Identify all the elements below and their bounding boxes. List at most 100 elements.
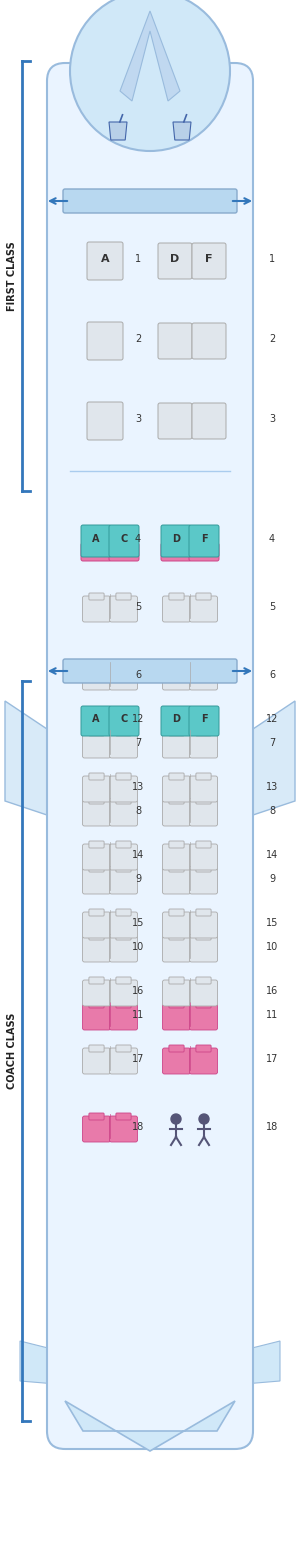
Text: 15: 15	[266, 918, 278, 928]
Text: C: C	[120, 535, 128, 544]
FancyBboxPatch shape	[81, 525, 111, 556]
Text: A: A	[101, 254, 109, 264]
FancyBboxPatch shape	[82, 1116, 110, 1142]
FancyBboxPatch shape	[190, 800, 218, 826]
FancyBboxPatch shape	[190, 868, 218, 894]
Ellipse shape	[70, 0, 230, 151]
FancyBboxPatch shape	[89, 593, 104, 599]
FancyBboxPatch shape	[158, 324, 192, 359]
FancyBboxPatch shape	[169, 932, 184, 940]
FancyBboxPatch shape	[169, 797, 184, 804]
Text: D: D	[170, 254, 180, 264]
Text: 4: 4	[135, 535, 141, 544]
FancyBboxPatch shape	[110, 1005, 137, 1029]
FancyBboxPatch shape	[163, 935, 190, 962]
FancyBboxPatch shape	[110, 844, 137, 871]
FancyBboxPatch shape	[110, 732, 137, 758]
FancyBboxPatch shape	[161, 706, 191, 737]
FancyBboxPatch shape	[196, 797, 211, 804]
FancyBboxPatch shape	[89, 1045, 104, 1053]
FancyBboxPatch shape	[116, 661, 131, 667]
FancyBboxPatch shape	[110, 912, 137, 938]
Text: 12: 12	[266, 713, 278, 724]
FancyBboxPatch shape	[116, 932, 131, 940]
Text: D: D	[172, 535, 180, 544]
FancyBboxPatch shape	[196, 909, 211, 915]
FancyBboxPatch shape	[110, 596, 137, 623]
FancyBboxPatch shape	[190, 935, 218, 962]
FancyBboxPatch shape	[192, 324, 226, 359]
Text: 10: 10	[266, 942, 278, 952]
FancyBboxPatch shape	[82, 664, 110, 690]
Text: F: F	[201, 713, 207, 724]
Text: 17: 17	[132, 1054, 144, 1063]
FancyBboxPatch shape	[116, 977, 131, 985]
Text: 11: 11	[266, 1009, 278, 1020]
FancyBboxPatch shape	[89, 797, 104, 804]
FancyBboxPatch shape	[110, 800, 137, 826]
FancyBboxPatch shape	[82, 732, 110, 758]
Text: 13: 13	[266, 781, 278, 792]
Text: 1: 1	[135, 254, 141, 264]
Text: A: A	[92, 535, 100, 544]
Text: 8: 8	[269, 806, 275, 817]
FancyBboxPatch shape	[110, 1116, 137, 1142]
FancyBboxPatch shape	[163, 1048, 190, 1074]
Text: 14: 14	[132, 851, 144, 860]
FancyBboxPatch shape	[82, 868, 110, 894]
FancyBboxPatch shape	[190, 980, 218, 1006]
Text: D: D	[172, 713, 180, 724]
Text: 7: 7	[269, 738, 275, 747]
FancyBboxPatch shape	[163, 844, 190, 871]
FancyBboxPatch shape	[89, 661, 104, 667]
FancyBboxPatch shape	[89, 1002, 104, 1008]
Text: 6: 6	[269, 670, 275, 680]
FancyBboxPatch shape	[89, 841, 104, 848]
FancyBboxPatch shape	[163, 800, 190, 826]
FancyBboxPatch shape	[196, 593, 211, 599]
FancyBboxPatch shape	[169, 865, 184, 872]
FancyBboxPatch shape	[63, 660, 237, 683]
FancyBboxPatch shape	[82, 800, 110, 826]
FancyBboxPatch shape	[196, 841, 211, 848]
FancyBboxPatch shape	[163, 1005, 190, 1029]
FancyBboxPatch shape	[116, 909, 131, 915]
Text: FIRST CLASS: FIRST CLASS	[7, 240, 17, 311]
FancyBboxPatch shape	[190, 912, 218, 938]
FancyBboxPatch shape	[89, 932, 104, 940]
Text: 14: 14	[266, 851, 278, 860]
FancyBboxPatch shape	[169, 841, 184, 848]
FancyBboxPatch shape	[163, 912, 190, 938]
FancyBboxPatch shape	[196, 977, 211, 985]
FancyBboxPatch shape	[82, 1005, 110, 1029]
FancyBboxPatch shape	[110, 868, 137, 894]
FancyBboxPatch shape	[89, 1113, 104, 1120]
FancyBboxPatch shape	[109, 706, 139, 737]
Text: 10: 10	[132, 942, 144, 952]
Text: 16: 16	[266, 986, 278, 995]
Text: A: A	[92, 713, 100, 724]
Text: 4: 4	[269, 535, 275, 544]
FancyBboxPatch shape	[169, 774, 184, 780]
FancyBboxPatch shape	[169, 977, 184, 985]
FancyBboxPatch shape	[110, 980, 137, 1006]
FancyBboxPatch shape	[87, 322, 123, 361]
FancyBboxPatch shape	[196, 774, 211, 780]
FancyBboxPatch shape	[81, 706, 111, 737]
FancyBboxPatch shape	[116, 841, 131, 848]
Text: 3: 3	[269, 415, 275, 424]
FancyBboxPatch shape	[196, 932, 211, 940]
FancyBboxPatch shape	[87, 242, 123, 280]
FancyBboxPatch shape	[116, 593, 131, 599]
FancyBboxPatch shape	[82, 912, 110, 938]
FancyBboxPatch shape	[163, 868, 190, 894]
Text: 5: 5	[269, 603, 275, 612]
FancyBboxPatch shape	[89, 729, 104, 737]
FancyBboxPatch shape	[82, 1048, 110, 1074]
FancyBboxPatch shape	[169, 1002, 184, 1008]
FancyBboxPatch shape	[163, 980, 190, 1006]
FancyBboxPatch shape	[82, 935, 110, 962]
Polygon shape	[173, 122, 191, 140]
FancyBboxPatch shape	[116, 865, 131, 872]
FancyBboxPatch shape	[82, 777, 110, 801]
